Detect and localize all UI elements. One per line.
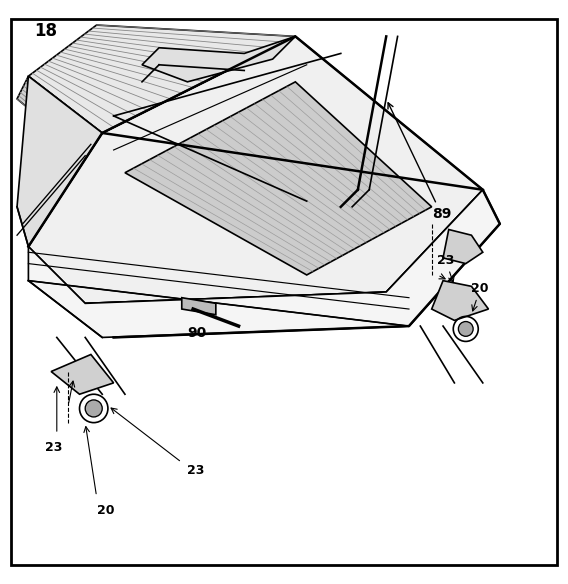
Polygon shape bbox=[85, 292, 409, 338]
Polygon shape bbox=[182, 298, 216, 315]
Text: 20: 20 bbox=[97, 503, 114, 516]
Polygon shape bbox=[51, 354, 114, 394]
Circle shape bbox=[458, 322, 473, 336]
Polygon shape bbox=[125, 82, 432, 275]
Text: 23: 23 bbox=[45, 441, 63, 454]
Polygon shape bbox=[432, 281, 488, 321]
Polygon shape bbox=[28, 36, 483, 303]
Polygon shape bbox=[17, 76, 102, 246]
Circle shape bbox=[85, 400, 102, 417]
Text: 89: 89 bbox=[388, 103, 451, 221]
Polygon shape bbox=[28, 190, 500, 338]
Polygon shape bbox=[142, 36, 295, 82]
Polygon shape bbox=[443, 230, 483, 263]
Text: 23: 23 bbox=[187, 464, 205, 477]
Polygon shape bbox=[386, 190, 500, 326]
Polygon shape bbox=[17, 76, 102, 156]
Text: 18: 18 bbox=[34, 22, 57, 40]
Text: 90: 90 bbox=[187, 326, 207, 340]
Polygon shape bbox=[28, 25, 295, 133]
Text: 20: 20 bbox=[471, 282, 489, 295]
Text: 23: 23 bbox=[437, 253, 455, 267]
